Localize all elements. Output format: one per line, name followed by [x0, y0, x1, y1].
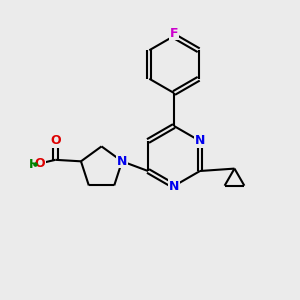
Text: H: H	[29, 158, 39, 170]
Text: O: O	[34, 157, 45, 170]
Text: O: O	[50, 134, 61, 147]
Text: F: F	[170, 26, 178, 40]
Text: N: N	[169, 179, 179, 193]
Text: N: N	[117, 155, 127, 168]
Text: N: N	[195, 134, 205, 148]
